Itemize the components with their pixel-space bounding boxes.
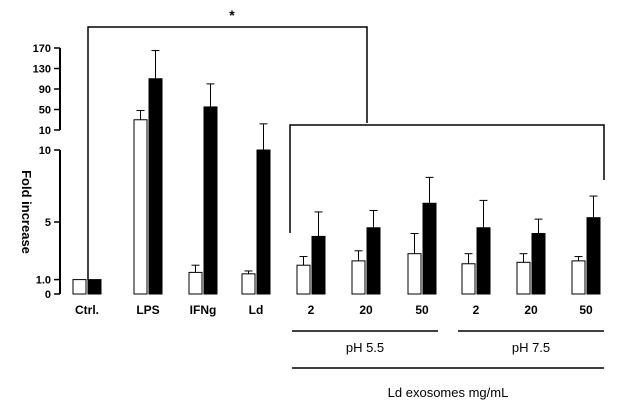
bar xyxy=(133,119,148,295)
y-tick-label: 5 xyxy=(45,217,51,229)
bar xyxy=(516,261,531,295)
bar xyxy=(311,235,326,295)
bar xyxy=(203,106,218,295)
bar xyxy=(256,149,271,295)
group-axis-label: Ld exosomes mg/mL xyxy=(388,385,509,400)
bar xyxy=(586,217,601,295)
bar xyxy=(351,260,366,295)
error-bars xyxy=(136,50,598,274)
bar xyxy=(72,279,87,295)
chart-axes xyxy=(54,26,605,369)
bar xyxy=(422,202,437,295)
y-tick-label: 10 xyxy=(39,125,51,137)
bar xyxy=(461,263,476,295)
x-tick-label: 50 xyxy=(579,303,593,317)
x-tick-label: 20 xyxy=(524,303,538,317)
bar xyxy=(296,264,311,295)
bar xyxy=(407,253,422,295)
y-tick-label: 0 xyxy=(45,289,51,301)
bar xyxy=(366,227,381,295)
x-tick-label: 2 xyxy=(308,303,315,317)
group-bracket xyxy=(289,124,605,233)
significance-asterisk: * xyxy=(229,7,235,23)
y-tick-label: 130 xyxy=(33,64,51,76)
y-tick-label: 170 xyxy=(33,43,51,55)
bar xyxy=(241,273,256,295)
chart-labels: 0 1.0 5 10 10 50 90 130 170 Fold increase Ctrl. LPS… xyxy=(19,7,593,400)
x-tick-label: Ctrl. xyxy=(75,303,99,317)
y-tick-label: 10 xyxy=(39,145,51,157)
bar xyxy=(188,271,203,295)
bar xyxy=(571,260,586,295)
x-tick-label: IFNg xyxy=(190,303,217,317)
group-label: pH 7.5 xyxy=(512,340,550,355)
x-tick-label: Ld xyxy=(249,303,264,317)
x-tick-label: 50 xyxy=(415,303,429,317)
significance-bracket xyxy=(87,26,368,280)
x-tick-label: LPS xyxy=(136,303,159,317)
y-tick-label: 90 xyxy=(39,84,51,96)
y-axis-label: Fold increase xyxy=(19,170,34,254)
x-tick-label: 2 xyxy=(473,303,480,317)
chart-bars xyxy=(72,78,601,295)
x-tick-label: 20 xyxy=(359,303,373,317)
y-tick-label: 50 xyxy=(39,105,51,117)
bar xyxy=(87,279,102,295)
y-tick-label: 1.0 xyxy=(36,275,51,287)
bar xyxy=(476,227,491,295)
group-label: pH 5.5 xyxy=(346,340,384,355)
bar xyxy=(148,78,163,295)
bar xyxy=(531,233,546,295)
